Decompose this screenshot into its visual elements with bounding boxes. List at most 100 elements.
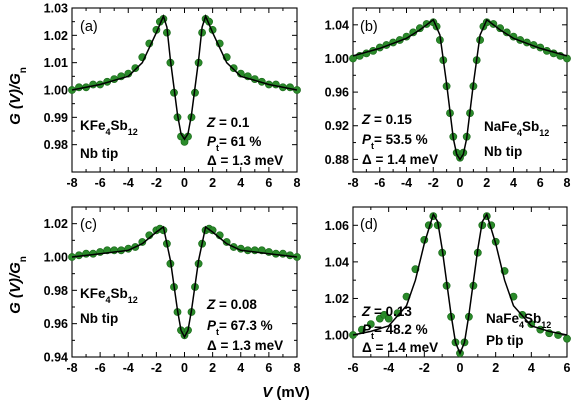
x-tick-label: 0: [457, 176, 464, 190]
y-tick-label: 0.96: [44, 317, 68, 331]
x-axis-label-unit: (mV): [272, 384, 310, 401]
p-symbol: P: [362, 132, 372, 147]
data-point: [349, 54, 357, 63]
material-part: Sb: [524, 311, 541, 326]
material-subscript: 4: [106, 127, 111, 137]
x-tick-label: 6: [564, 361, 571, 375]
material-subscript: 12: [128, 127, 138, 137]
x-tick-label: 4: [528, 361, 535, 375]
tip-label: Nb tip: [484, 144, 522, 159]
x-tick-label: 0: [181, 361, 188, 375]
p-symbol: P: [207, 134, 217, 149]
delta-symbol: Δ: [362, 340, 372, 355]
x-tick-label: 6: [265, 176, 272, 190]
y-tick-label: 0.92: [325, 119, 349, 133]
x-tick-label: -6: [374, 176, 385, 190]
y-tick-label: 0.98: [44, 284, 68, 298]
material-part: Sb: [522, 119, 539, 134]
polarization-label: Pt= 53.5 %: [362, 132, 428, 151]
material-subscript: 12: [128, 295, 138, 305]
x-tick-label: 4: [237, 176, 244, 190]
y-tick-label: 1.06: [325, 219, 349, 233]
x-tick-label: -8: [66, 361, 77, 375]
delta-symbol: Δ: [207, 338, 217, 353]
y-tick-label: 1.00: [44, 251, 68, 265]
y-tick-label: 1.02: [44, 29, 68, 43]
material-label: NaFe4Sb12: [486, 311, 551, 330]
y-tick-label: 1.02: [44, 217, 68, 231]
fit-curve: [352, 212, 568, 356]
gap-label: Δ = 1.3 meV: [207, 338, 283, 353]
panel-2: -8 -6 -4 -2 0 2 4 6 8 0.88 0.92 0.96 1.00 1.04 (b) NaFe…: [325, 7, 571, 190]
delta-symbol: Δ: [362, 152, 372, 167]
material-part: NaFe: [486, 311, 520, 326]
y-tick-label: 1.01: [44, 56, 68, 70]
x-tick-label: -6: [95, 361, 106, 375]
material-label: KFe4Sb12: [80, 118, 138, 137]
y-axis-label-top-text: G (V)/G: [7, 73, 24, 125]
y-axis-label-bottom-sub: n: [18, 256, 29, 262]
x-tick-label: 4: [237, 361, 244, 375]
x-tick-label: 2: [492, 361, 499, 375]
z-value: = 0.13: [370, 304, 412, 319]
panel-letter: (a): [80, 19, 98, 35]
x-tick-label: -6: [347, 361, 358, 375]
x-tick-label: 8: [294, 361, 301, 375]
z-value: = 0.15: [370, 112, 412, 127]
y-tick-label: 0.96: [325, 86, 349, 100]
z-value: = 0.08: [215, 297, 257, 312]
material-subscript: 4: [517, 128, 522, 138]
data-point: [415, 24, 424, 33]
delta-value: = 1.3 meV: [217, 338, 283, 353]
data-point: [131, 64, 140, 72]
y-tick-label: 1.03: [44, 2, 68, 16]
fit-curve: [71, 225, 298, 339]
panel-3: -8 -6 -4 -2 0 2 4 6 80.940.960.981.001.02 (c)KFe4…: [44, 206, 301, 375]
material-subscript: 4: [106, 295, 111, 305]
p-subscript: t: [371, 141, 374, 151]
p-value: = 48.2 %: [374, 322, 428, 337]
material-part: NaFe: [484, 119, 518, 134]
material-subscript: 4: [519, 320, 524, 330]
fit-curve: [71, 14, 298, 141]
x-tick-label: -2: [151, 176, 162, 190]
p-symbol: P: [207, 318, 217, 333]
z-symbol: Z: [361, 304, 371, 319]
x-tick-label: -6: [95, 176, 106, 190]
panel-letter: (c): [80, 217, 97, 233]
x-tick-label: 6: [265, 361, 272, 375]
data-point: [384, 314, 393, 323]
y-tick-label: 1.00: [44, 84, 68, 98]
y-axis-label-top-sub: n: [18, 67, 29, 73]
data-point: [366, 320, 375, 328]
panel-1: -8 -6 -4 -2 0 2 4 6 8 0.98 0.99 1.00 1.01 1.02 1.03 (a)…: [44, 2, 301, 190]
y-tick-label: 0.88: [325, 153, 349, 167]
delta-value: = 1.4 meV: [372, 340, 438, 355]
z-param-label: Z = 0.15: [361, 112, 412, 127]
x-axis-label: V (mV): [262, 384, 310, 401]
x-tick-label: -8: [347, 176, 358, 190]
x-tick-label: -4: [123, 176, 134, 190]
x-tick-label: 0: [457, 361, 464, 375]
data-point: [229, 64, 238, 72]
x-tick-label: -2: [428, 176, 439, 190]
x-tick-label: -4: [401, 176, 412, 190]
p-value: = 53.5 %: [374, 132, 428, 147]
x-tick-label: -2: [151, 361, 162, 375]
delta-value: = 1.4 meV: [372, 152, 438, 167]
polarization-label: Pt= 48.2 %: [362, 322, 428, 341]
y-tick-label: 1.04: [325, 255, 349, 269]
delta-symbol: Δ: [207, 153, 217, 168]
data-point: [563, 334, 571, 343]
y-axis-label-bottom: G (V)/Gn: [7, 256, 29, 314]
x-tick-label: 8: [564, 176, 571, 190]
p-symbol: P: [362, 322, 372, 337]
z-symbol: Z: [361, 112, 371, 127]
panel-4: -6 -4 -2 0 2 4 61.001.021.041.06 (d)NaFe4Sb12Pb…: [325, 206, 571, 375]
y-tick-label: 1.00: [325, 52, 349, 66]
x-tick-label: -4: [383, 361, 394, 375]
gap-label: Δ = 1.3 meV: [207, 153, 283, 168]
tip-label: Nb tip: [80, 146, 118, 161]
material-subscript: 12: [541, 320, 551, 330]
